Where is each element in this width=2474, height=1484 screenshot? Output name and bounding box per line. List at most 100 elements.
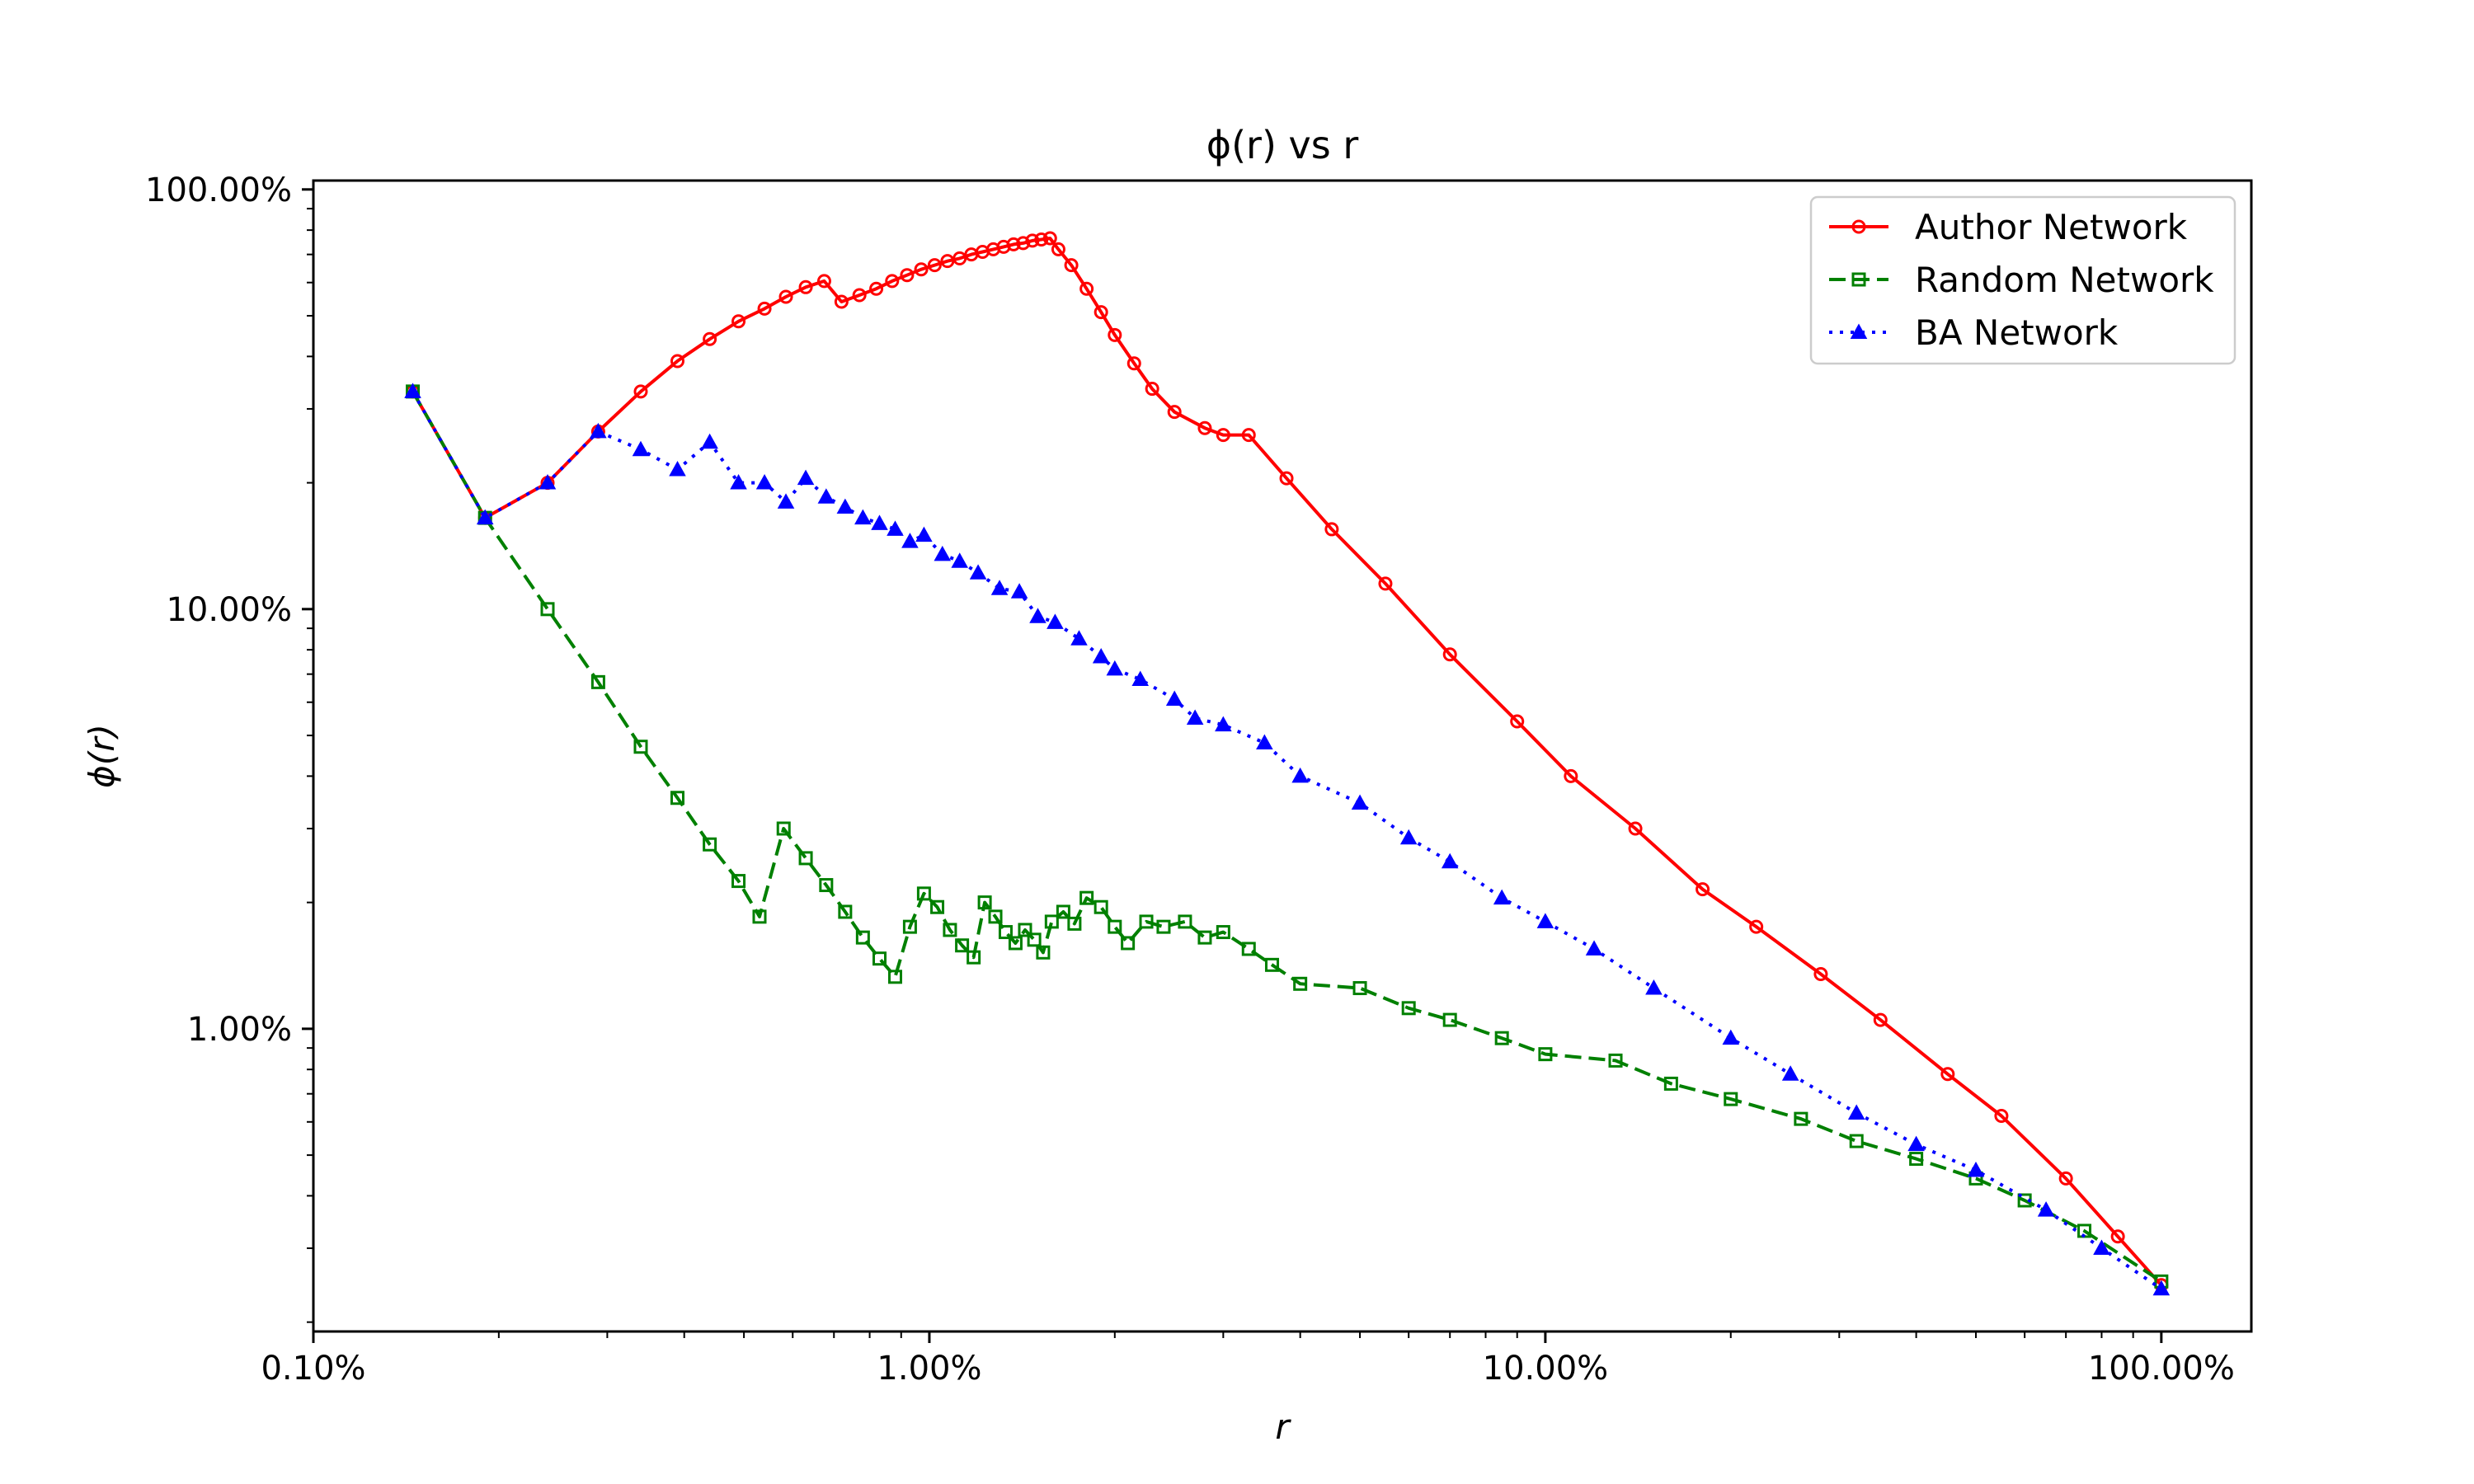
ba-network-point — [701, 433, 718, 449]
author-network-point — [1442, 647, 1457, 662]
random-network-point — [916, 886, 931, 901]
random-network-point — [1352, 981, 1367, 996]
ba-network-point — [1165, 690, 1183, 707]
legend-label-ba-network: BA Network — [1915, 312, 2119, 353]
author-network-point — [1197, 420, 1212, 435]
random-network-point — [1241, 942, 1256, 956]
random-network-point — [1849, 1134, 1864, 1148]
plot-area — [313, 181, 2251, 1331]
author-network-point — [816, 274, 831, 289]
tick-layer: 0.10% 1.00% 10.00% 100.00% 1.00% 10.00% 100.00… — [145, 171, 2235, 1388]
random-network-point — [1442, 1012, 1457, 1027]
author-network-point — [1216, 428, 1230, 443]
author-network-point — [900, 268, 915, 283]
ba-network-point — [1781, 1065, 1799, 1081]
random-network-point — [1401, 1001, 1416, 1016]
author-network-point — [1324, 522, 1339, 537]
ba-network-point — [915, 526, 933, 542]
author-network-point — [834, 294, 849, 309]
random-network-point — [872, 951, 887, 966]
ba-network-point — [1847, 1104, 1865, 1120]
ba-network-point — [1585, 940, 1603, 956]
ba-network-point — [2037, 1201, 2055, 1217]
legend: Author Network Random Network BA Network — [1809, 195, 2236, 365]
ba-network-point — [2093, 1239, 2110, 1255]
random-network-point — [590, 674, 605, 689]
author-network-point — [1241, 428, 1256, 443]
ba-network-point — [1256, 734, 1273, 750]
x-axis-label: r — [1275, 1407, 1291, 1447]
y-tick-label: 10.00% — [166, 591, 292, 629]
ba-network-point — [1215, 716, 1232, 732]
author-network-line — [411, 237, 2163, 1287]
ba-network-point — [1092, 648, 1110, 664]
ba-network-point — [1645, 979, 1663, 995]
random-network-point — [1056, 904, 1070, 919]
author-network-point — [2058, 1171, 2073, 1186]
author-network-point — [633, 384, 648, 399]
legend-label-random-network: Random Network — [1915, 260, 2214, 300]
author-network-point — [1108, 327, 1122, 342]
random-network-point — [1724, 1092, 1738, 1106]
series-layer — [404, 231, 2171, 1296]
random-network-point — [819, 878, 834, 893]
author-network-point — [1016, 236, 1031, 251]
ba-network-point — [669, 461, 686, 477]
random-network-point — [1494, 1031, 1509, 1045]
author-network-point — [1034, 232, 1049, 247]
author-network-point — [927, 258, 942, 273]
ba-network-point — [539, 474, 557, 490]
random-network-point — [1663, 1076, 1678, 1091]
ba-network-point — [1536, 913, 1554, 928]
ba-network-point — [590, 422, 607, 439]
random-network-point — [988, 909, 1003, 924]
x-tick-label: 10.00% — [1483, 1350, 1609, 1388]
author-network-point — [1628, 821, 1643, 836]
author-network-point — [1994, 1109, 2009, 1124]
ba-network-series — [404, 383, 2171, 1296]
author-network-series — [406, 231, 2169, 1293]
author-network-point — [731, 314, 746, 329]
random-network-point — [902, 919, 917, 934]
author-network-point — [1749, 919, 1764, 934]
author-network-point — [1378, 576, 1393, 591]
ba-network-point — [1907, 1135, 1925, 1152]
ba-network-point — [934, 545, 952, 561]
author-network-point — [670, 354, 684, 369]
random-network-point — [1067, 916, 1082, 931]
author-network-point — [1813, 967, 1828, 982]
random-network-point — [540, 602, 555, 617]
ba-network-point — [797, 469, 815, 486]
author-network-point — [885, 274, 900, 289]
random-network-point — [1794, 1111, 1808, 1126]
random-network-point — [1044, 914, 1059, 929]
random-network-point — [1036, 945, 1051, 960]
author-network-point — [852, 288, 867, 303]
y-axis-label: ϕ(r) — [82, 724, 122, 788]
legend-label-author-network: Author Network — [1915, 207, 2188, 247]
ba-network-point — [854, 509, 872, 525]
author-network-point — [952, 251, 967, 265]
ba-network-point — [730, 474, 747, 490]
random-network-point — [1909, 1152, 1924, 1167]
author-network-point — [1126, 356, 1141, 371]
x-tick-label: 1.00% — [877, 1350, 981, 1388]
author-network-point — [1564, 768, 1578, 783]
author-network-point — [2110, 1229, 2125, 1244]
random-network-point — [1216, 925, 1230, 940]
random-network-point — [998, 925, 1013, 940]
random-network-point — [1079, 890, 1094, 905]
random-network-point — [703, 837, 717, 852]
random-network-point — [967, 950, 981, 965]
random-network-point — [752, 909, 767, 924]
random-network-line — [411, 390, 2162, 1283]
random-network-point — [1094, 899, 1108, 914]
ba-network-point — [1186, 709, 1204, 725]
ba-network-point — [1441, 852, 1459, 869]
ba-network-point — [871, 514, 888, 530]
random-network-point — [1018, 923, 1032, 937]
author-network-point — [1094, 305, 1108, 320]
ba-network-point — [901, 533, 919, 548]
ba-network-point — [632, 440, 650, 457]
